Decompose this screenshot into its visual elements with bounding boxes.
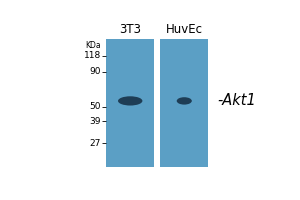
Ellipse shape — [177, 97, 192, 105]
Text: 118: 118 — [84, 51, 101, 60]
Text: HuvEc: HuvEc — [166, 23, 203, 36]
Text: 50: 50 — [89, 102, 101, 111]
Text: -Akt1: -Akt1 — [218, 93, 256, 108]
Text: 27: 27 — [90, 139, 101, 148]
Text: 39: 39 — [89, 117, 101, 126]
Bar — [106, 39, 154, 167]
Ellipse shape — [118, 96, 142, 106]
Text: 90: 90 — [89, 67, 101, 76]
Text: 3T3: 3T3 — [119, 23, 141, 36]
Text: KDa: KDa — [85, 41, 101, 50]
Bar — [160, 39, 208, 167]
